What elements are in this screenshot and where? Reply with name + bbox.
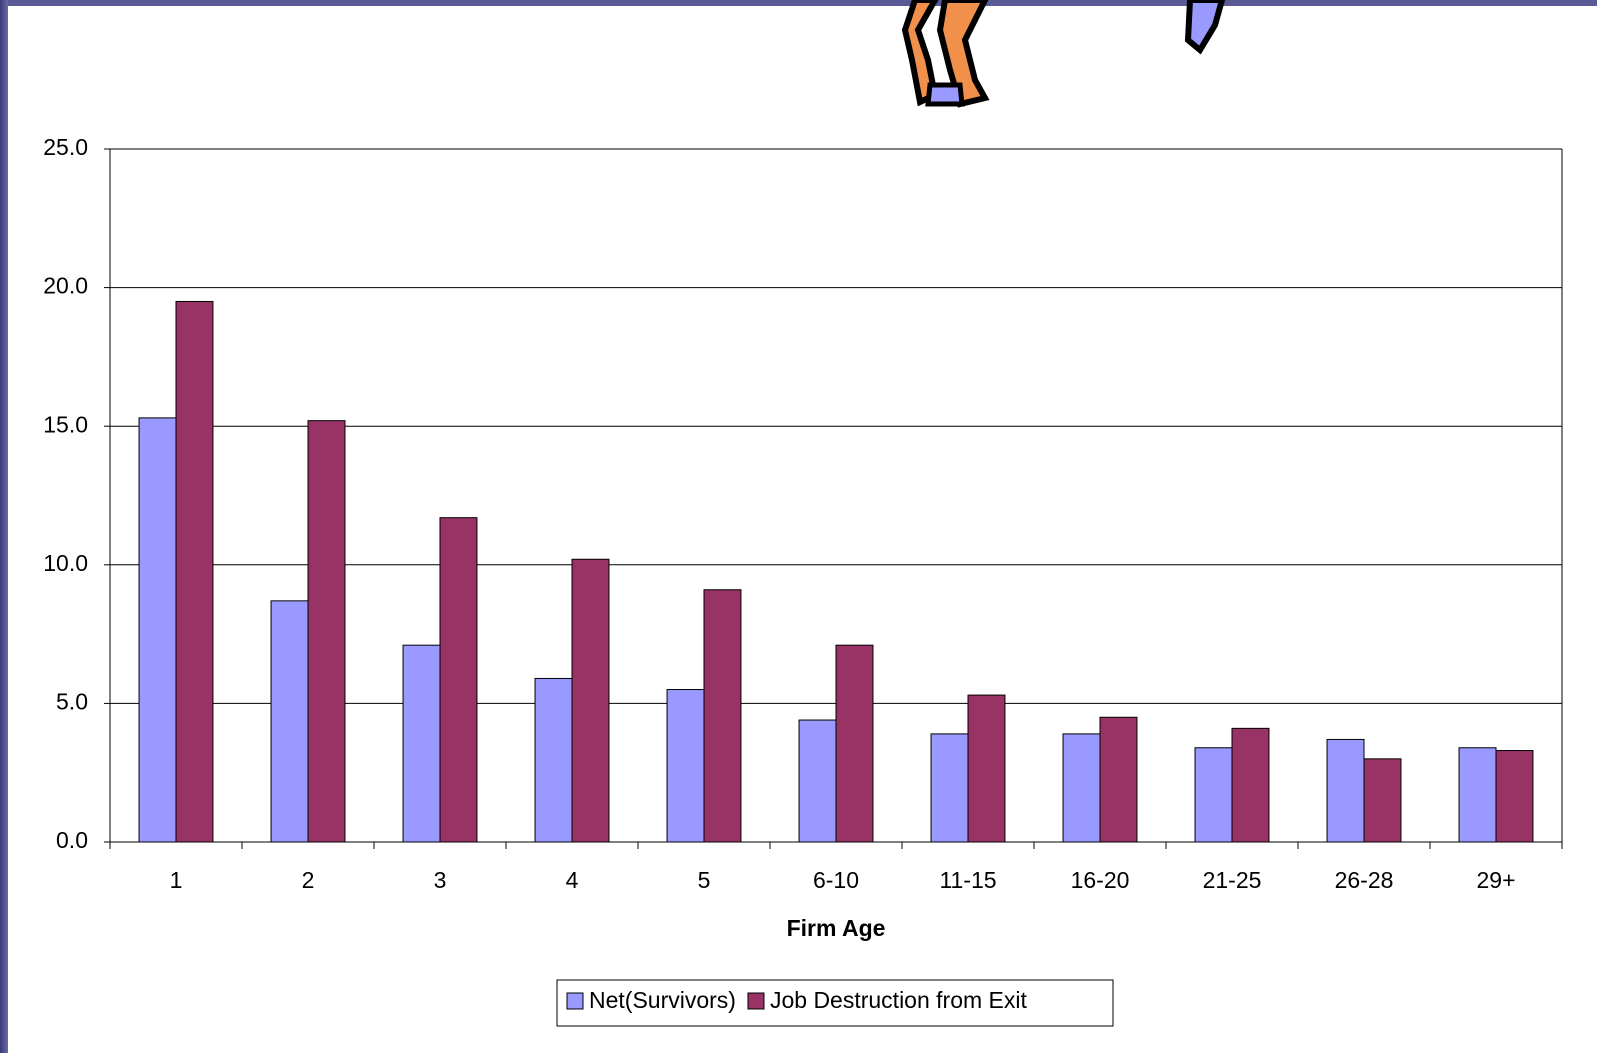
bar <box>571 558 610 843</box>
legend <box>556 979 1114 1027</box>
bar <box>703 589 742 843</box>
bar <box>138 417 177 843</box>
bar <box>835 644 874 843</box>
bar <box>1458 747 1497 843</box>
clipart <box>901 0 1226 108</box>
bar <box>402 644 441 843</box>
y-tick-label: 20.0 <box>43 273 88 299</box>
bar <box>1194 747 1233 843</box>
bar <box>1062 733 1101 843</box>
x-tick-label: 11-15 <box>939 867 996 893</box>
y-tick-label: 10.0 <box>43 550 88 576</box>
bar <box>930 733 969 843</box>
bar <box>666 689 705 843</box>
x-tick-label: 3 <box>434 867 447 893</box>
x-tick-label: 16-20 <box>1071 867 1130 893</box>
bar <box>439 517 478 843</box>
y-tick-label: 0.0 <box>56 827 88 853</box>
x-tick-label: 6-10 <box>813 867 859 893</box>
bar <box>1495 750 1534 843</box>
x-axis-title: Firm Age <box>787 915 886 941</box>
x-tick-label: 29+ <box>1476 867 1515 893</box>
bar <box>967 694 1006 843</box>
x-tick-label: 4 <box>566 867 579 893</box>
x-tick-label: 5 <box>698 867 711 893</box>
bar <box>270 600 309 843</box>
bar <box>1231 727 1270 843</box>
bar <box>798 719 837 843</box>
legend-swatch <box>747 992 765 1010</box>
y-tick-label: 25.0 <box>43 134 88 160</box>
x-tick-label: 1 <box>170 867 183 893</box>
legend-swatch <box>566 992 584 1010</box>
y-tick-label: 5.0 <box>56 688 88 714</box>
x-tick-label: 26-28 <box>1335 867 1394 893</box>
x-tick-label: 2 <box>302 867 315 893</box>
bar <box>1363 758 1402 843</box>
y-tick-label: 15.0 <box>43 411 88 437</box>
bar <box>307 420 346 843</box>
bar <box>1099 716 1138 843</box>
left-border <box>0 0 8 1053</box>
top-border <box>0 0 1597 6</box>
x-tick-label: 21-25 <box>1203 867 1262 893</box>
bar <box>1326 738 1365 843</box>
legend-label: Job Destruction from Exit <box>770 987 1028 1013</box>
legend-label: Net(Survivors) <box>589 987 736 1013</box>
bar <box>534 677 573 843</box>
bar <box>175 300 214 843</box>
